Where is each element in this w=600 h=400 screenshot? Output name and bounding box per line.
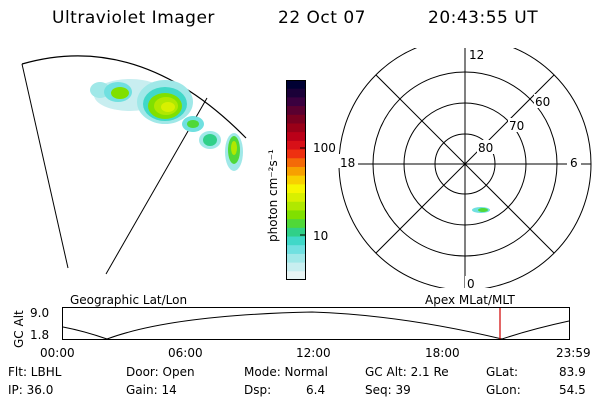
gc-alt-info: GC Alt: 2.1 Re <box>365 365 449 379</box>
glat-label: GLat: <box>486 365 519 379</box>
gain-info: Gain: 14 <box>126 383 177 397</box>
timeline-plot <box>62 307 570 340</box>
colorbar-swatch <box>286 88 306 98</box>
colorbar-tick-100: 100 <box>313 141 336 155</box>
colorbar-swatch <box>286 184 306 194</box>
dsp-value: 6.4 <box>306 383 326 397</box>
colorbar <box>286 80 306 281</box>
lat-label-70: 70 <box>509 119 524 133</box>
polar-plot: 12 18 6 0 60 70 80 <box>338 48 592 288</box>
lat-label-60: 60 <box>535 95 550 109</box>
colorbar-swatch <box>286 80 306 90</box>
timeline-ytick-low: 1.8 <box>30 328 50 342</box>
timeline-ytick-high: 9.0 <box>30 306 50 320</box>
colorbar-swatch <box>286 210 306 220</box>
colorbar-swatch <box>286 245 306 255</box>
colorbar-swatch <box>286 193 306 203</box>
dsp-label: Dsp: <box>244 383 272 397</box>
colorbar-swatch <box>286 123 306 133</box>
colorbar-swatch <box>286 236 306 246</box>
colorbar-swatch <box>286 149 306 159</box>
glon-value: 54.5 <box>559 383 586 397</box>
colorbar-swatch <box>286 158 306 168</box>
colorbar-swatch <box>286 175 306 185</box>
mode-info: Mode: Normal <box>244 365 328 379</box>
colorbar-swatch <box>286 262 306 272</box>
mlt-label-6: 6 <box>570 156 578 170</box>
timeline-axis-label: GC Alt <box>12 310 26 348</box>
colorbar-swatch <box>286 140 306 151</box>
instrument-title: Ultraviolet Imager <box>52 8 215 28</box>
time-label: 20:43:55 UT <box>428 8 539 28</box>
colorbar-swatch <box>286 114 306 125</box>
image-boundary <box>21 55 247 139</box>
colorbar-swatch <box>286 106 306 116</box>
colorbar-swatch <box>286 201 306 212</box>
filter-info: Flt: LBHL <box>8 365 62 379</box>
polar-emission <box>472 207 490 213</box>
colorbar-swatch <box>286 227 306 238</box>
ip-info: IP: 36.0 <box>8 383 54 397</box>
aurora-emission <box>90 79 243 171</box>
colorbar-swatch <box>286 253 306 264</box>
timeline-xtick-1800: 18:00 <box>425 346 460 360</box>
altitude-curve <box>62 311 570 340</box>
timeline-xtick-2359: 23:59 <box>556 346 591 360</box>
door-info: Door: Open <box>126 365 195 379</box>
mlt-line-diag-2 <box>375 74 555 254</box>
glat-value: 83.9 <box>559 365 586 379</box>
timeline-xtick-0600: 06:00 <box>168 346 203 360</box>
mlt-label-18: 18 <box>340 156 355 170</box>
colorbar-border <box>286 80 306 280</box>
colorbar-swatch <box>286 132 306 142</box>
geographic-image-panel <box>21 55 247 275</box>
date-label: 22 Oct 07 <box>278 8 366 28</box>
colorbar-gradient <box>286 80 306 281</box>
colorbar-swatch <box>286 219 306 229</box>
image-boundary-left <box>21 63 69 269</box>
timeline-left-title: Geographic Lat/Lon <box>70 293 188 307</box>
seq-info: Seq: 39 <box>365 383 411 397</box>
glon-label: GLon: <box>486 383 521 397</box>
timeline-right-title: Apex MLat/MLT <box>425 293 515 307</box>
colorbar-swatch <box>286 166 306 177</box>
colorbar-swatch <box>286 97 306 107</box>
lat-label-80: 80 <box>478 141 493 155</box>
colorbar-swatch <box>286 271 306 281</box>
colorbar-tick-10: 10 <box>313 229 329 243</box>
colorbar-label: photon cm⁻²s⁻¹ <box>266 149 280 242</box>
mlt-label-12: 12 <box>469 48 484 62</box>
timeline-xtick-1200: 12:00 <box>296 346 331 360</box>
timeline-xtick-0000: 00:00 <box>40 346 75 360</box>
mlt-label-0: 0 <box>467 277 475 288</box>
